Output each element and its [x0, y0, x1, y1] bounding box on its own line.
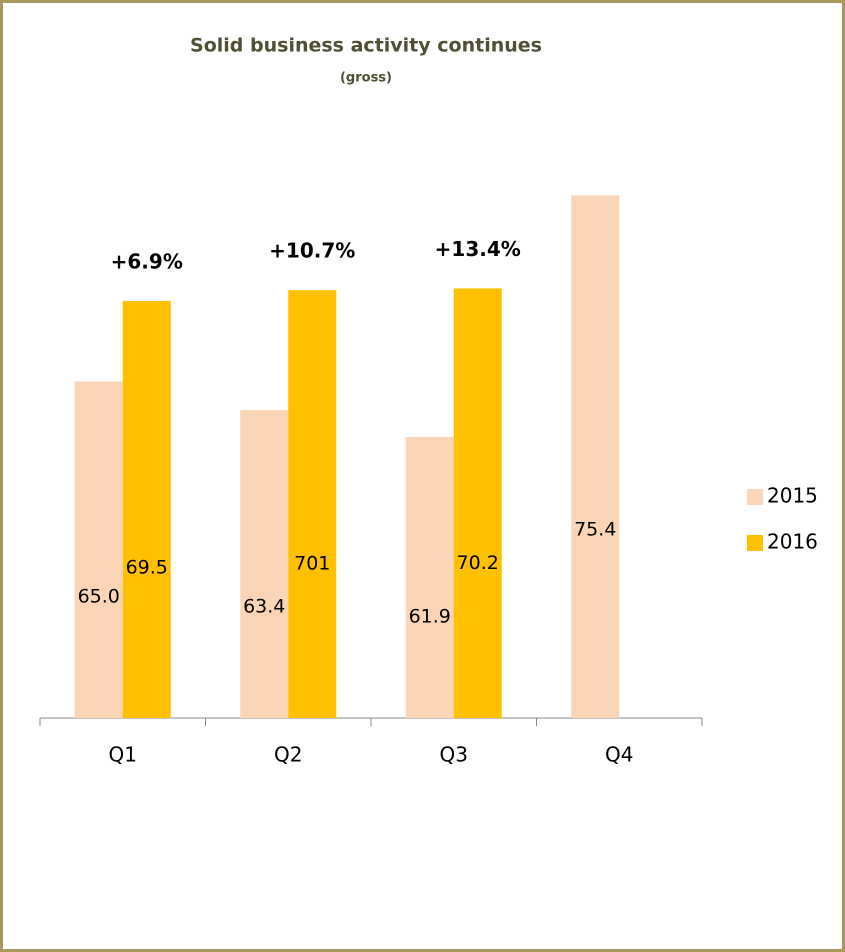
annotation: +6.9%	[111, 249, 183, 273]
annotation: +13.4%	[435, 237, 521, 261]
legend-swatch	[747, 535, 763, 551]
data-label: 75.4	[574, 518, 616, 540]
chart-title: Solid business activity continues	[190, 35, 542, 57]
legend-swatch	[747, 489, 763, 505]
bar	[74, 381, 123, 718]
data-label: 70.2	[457, 552, 499, 574]
data-label: 65.0	[78, 585, 120, 607]
x-tick-label: Q3	[440, 743, 468, 767]
bar	[240, 410, 289, 718]
bar	[453, 288, 502, 718]
data-label: 61.9	[409, 605, 451, 627]
legend-label: 2015	[767, 484, 818, 508]
bar	[122, 300, 171, 718]
data-label: 63.4	[243, 596, 285, 618]
x-tick-label: Q2	[274, 743, 302, 767]
data-label: 69.5	[126, 556, 168, 578]
data-label: 701	[294, 552, 330, 574]
bar	[288, 290, 337, 718]
chart-subtitle: (gross)	[340, 71, 392, 86]
x-tick-label: Q4	[605, 743, 633, 767]
bar	[405, 436, 454, 718]
bar	[571, 195, 620, 718]
annotation: +10.7%	[269, 239, 355, 263]
legend-label: 2016	[767, 530, 818, 554]
x-tick-label: Q1	[109, 743, 137, 767]
